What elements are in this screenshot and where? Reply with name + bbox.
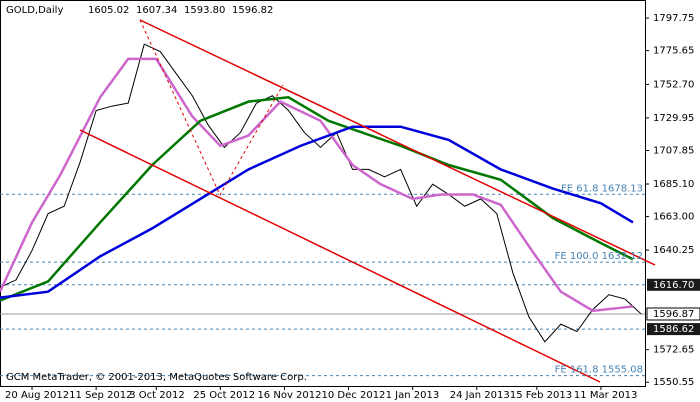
x-tick-label: 11 Mar 2013 <box>574 390 637 401</box>
ohlc-high: 1607.34 <box>136 5 177 16</box>
x-tick-label: 20 Aug 2012 <box>5 390 69 401</box>
x-tick-label: 24 Jan 2013 <box>450 390 510 401</box>
ohlc-open: 1605.02 <box>88 5 129 16</box>
series-line <box>0 57 634 313</box>
chart-title: GOLD,Daily <box>6 5 63 16</box>
plot-frame <box>0 0 646 387</box>
y-tick-label: 1707.85 <box>653 145 694 156</box>
zigzag <box>139 19 284 197</box>
series-line <box>0 43 642 343</box>
level-label-box <box>647 323 700 336</box>
level-label: 1616.70 <box>653 280 694 291</box>
y-tick-label: 1663.00 <box>653 212 694 223</box>
x-tick-label: 3 Oct 2012 <box>129 390 184 401</box>
y-tick-label: 1752.70 <box>653 79 694 90</box>
fibo-label: FE 161.8 1555.08 <box>555 365 643 376</box>
fibo-label: FE 100.0 1632.12 <box>555 251 643 262</box>
x-tick-label: 1 Jan 2013 <box>386 390 440 401</box>
x-tick-label: 25 Oct 2012 <box>193 390 255 401</box>
price-label: 1596.87 <box>653 309 694 320</box>
y-tick-label: 1550.55 <box>653 377 694 388</box>
x-tick-label: 15 Feb 2013 <box>510 390 572 401</box>
channel-upper <box>139 19 656 266</box>
x-tick-label: 10 Dec 2012 <box>322 390 386 401</box>
ohlc-low: 1593.80 <box>184 5 225 16</box>
ohlc-close: 1596.82 <box>232 5 273 16</box>
y-tick-label: 1729.95 <box>653 113 694 124</box>
fibo-label: FE 61.8 1678.13 <box>561 183 643 194</box>
series-line <box>0 125 634 299</box>
level-label-box <box>647 278 700 291</box>
x-tick-label: 16 Nov 2012 <box>257 390 321 401</box>
y-tick-label: 1685.10 <box>653 179 694 190</box>
y-tick-label: 1797.75 <box>653 13 694 24</box>
y-tick-label: 1572.65 <box>653 345 694 356</box>
y-tick-label: 1775.65 <box>653 46 694 57</box>
x-tick-label: 11 Sep 2012 <box>69 390 132 401</box>
channel-lower <box>79 129 601 383</box>
level-label: 1586.62 <box>653 324 694 335</box>
footer: GCM MetaTrader, © 2001-2013, MetaQuotes … <box>6 372 307 383</box>
price-label-box <box>646 307 700 321</box>
y-tick-label: 1640.25 <box>653 245 694 256</box>
